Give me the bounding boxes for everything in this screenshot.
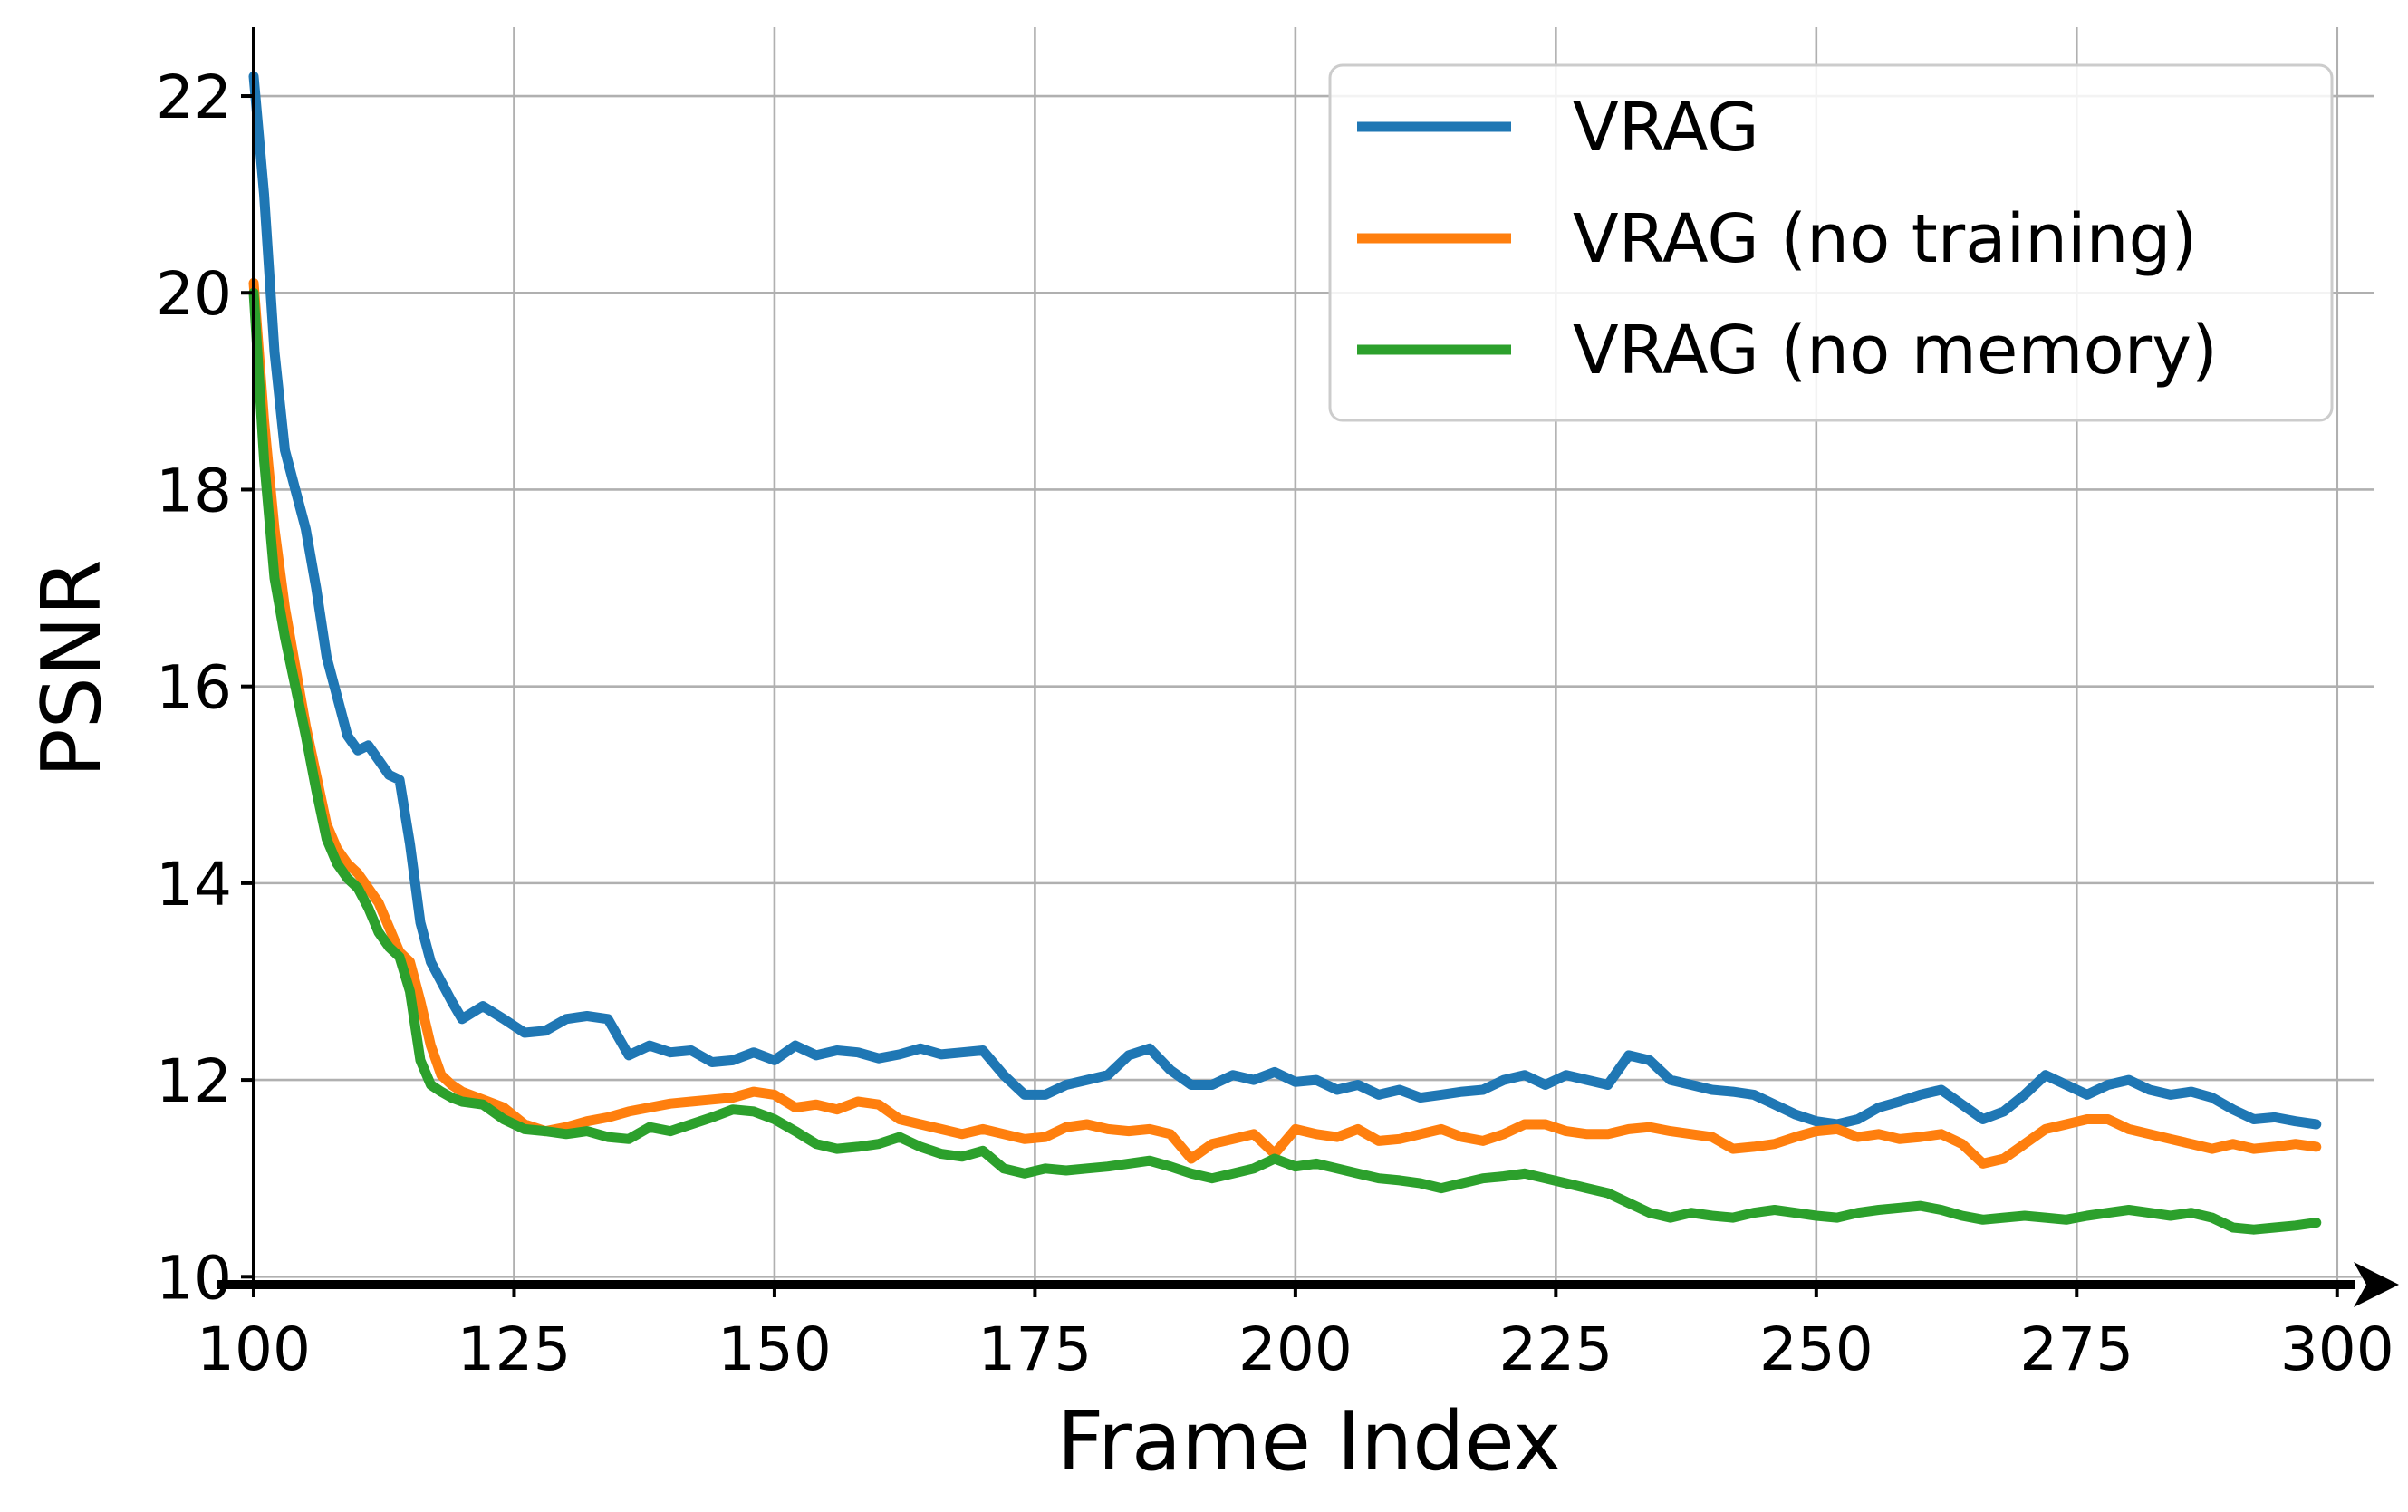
x-axis-title: Frame Index xyxy=(1057,1394,1562,1489)
x-tick-label: 200 xyxy=(1238,1315,1353,1384)
x-tick-label: 250 xyxy=(1759,1315,1873,1384)
series-line-1 xyxy=(248,277,2322,1169)
y-tick-labels: 10 12 14 16 18 20 22 xyxy=(156,63,254,1313)
y-tick-label: 14 xyxy=(156,850,232,920)
x-tick-label: 225 xyxy=(1498,1315,1613,1384)
series-lines xyxy=(248,71,2322,1235)
x-tick-label: 150 xyxy=(718,1315,832,1384)
y-tick-label: 22 xyxy=(156,63,232,132)
y-tick-label: 20 xyxy=(156,259,232,329)
x-tick-label: 100 xyxy=(197,1315,311,1384)
y-tick-label: 16 xyxy=(156,653,232,723)
y-tick-label: 10 xyxy=(156,1243,232,1313)
legend-label-1: VRAG (no training) xyxy=(1573,200,2197,278)
y-axis-title: PSNR xyxy=(24,559,120,777)
x-tick-label: 125 xyxy=(457,1315,571,1384)
y-tick-label: 18 xyxy=(156,456,232,525)
x-tick-label: 275 xyxy=(2019,1315,2133,1384)
x-axis-arrowhead xyxy=(2354,1262,2399,1307)
legend-label-2: VRAG (no memory) xyxy=(1573,312,2218,390)
x-tick-label: 300 xyxy=(2280,1315,2394,1384)
axes xyxy=(217,27,2399,1307)
series-line-2 xyxy=(248,287,2322,1235)
x-tick-labels: 100 125 150 175 200 225 250 275 300 xyxy=(197,1285,2394,1384)
legend-frame xyxy=(1328,63,2334,422)
y-tick-label: 12 xyxy=(156,1046,232,1116)
x-tick-label: 175 xyxy=(978,1315,1092,1384)
legend-label-0: VRAG xyxy=(1573,89,1759,167)
legend: VRAG VRAG (no training) VRAG (no memory) xyxy=(1328,63,2334,422)
series-line-0 xyxy=(248,71,2322,1130)
